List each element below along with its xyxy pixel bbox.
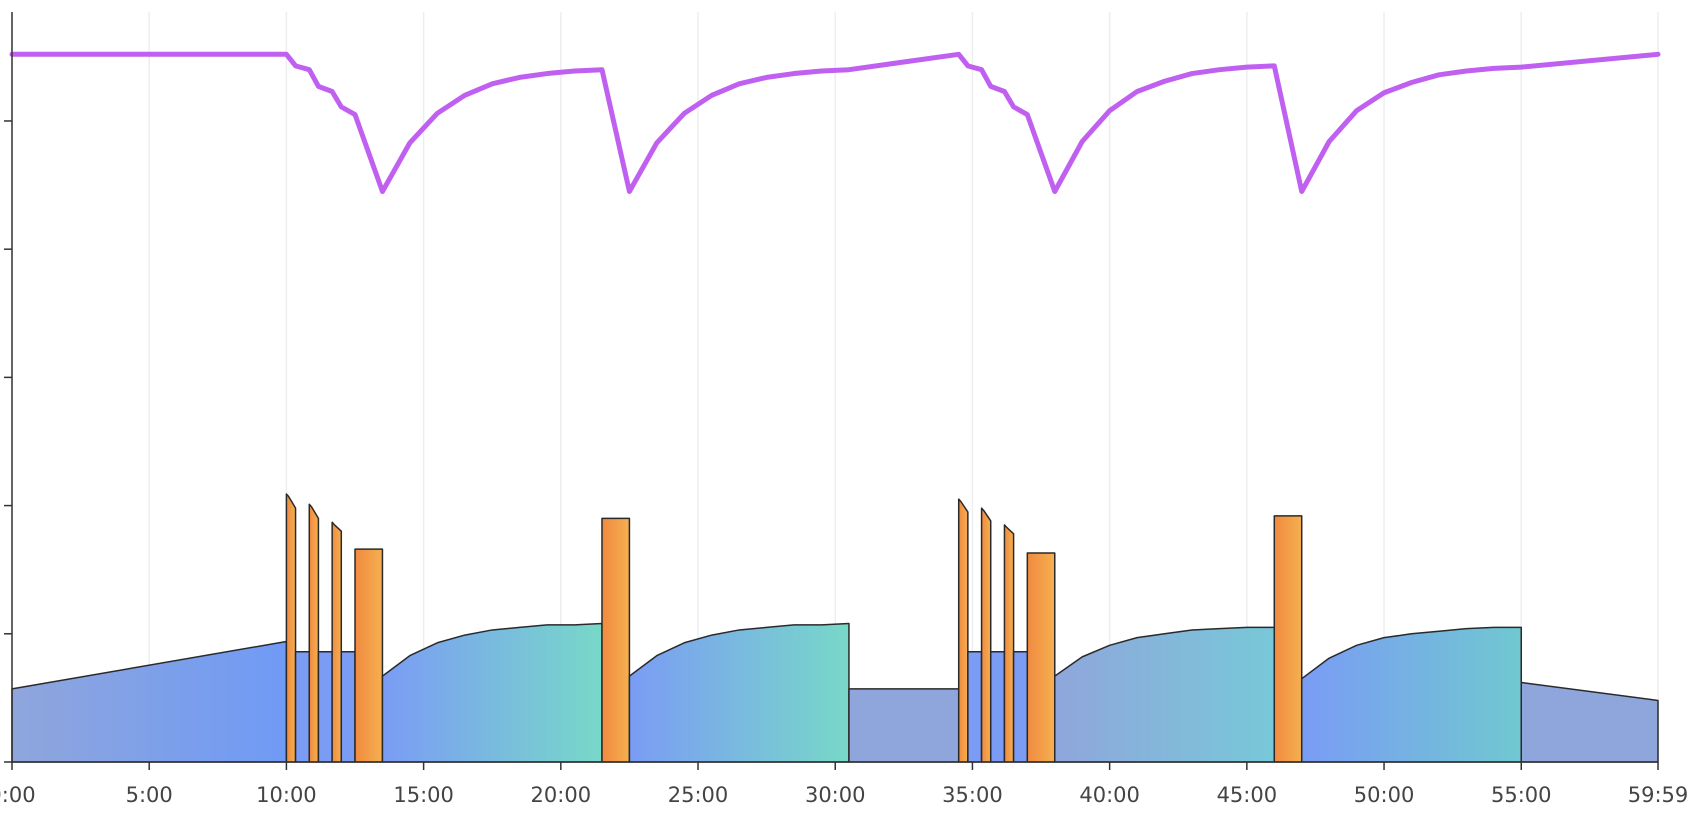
x-tick-label: 10:00	[256, 783, 317, 807]
power-segment	[340, 650, 356, 763]
x-tick-label: 55:00	[1491, 783, 1552, 807]
x-tick-label: 5:00	[126, 783, 173, 807]
power-segment	[354, 548, 384, 763]
x-tick-label: 50:00	[1354, 783, 1415, 807]
power-segment	[1026, 552, 1056, 763]
power-segment	[1273, 515, 1303, 763]
x-tick-label: 30:00	[805, 783, 866, 807]
power-segment	[1520, 681, 1659, 763]
power-segment	[848, 688, 960, 763]
power-segment	[381, 622, 603, 763]
power-segment	[1300, 626, 1523, 763]
power-segment	[294, 650, 311, 763]
x-tick-label: 40:00	[1079, 783, 1140, 807]
power-segment	[331, 521, 343, 763]
x-tick-label: 25:00	[668, 783, 729, 807]
x-tick-label: 45:00	[1217, 783, 1278, 807]
power-segment	[308, 503, 320, 763]
x-tick-label: 15:00	[393, 783, 454, 807]
power-segment	[285, 493, 297, 763]
x-tick-label: 20:00	[531, 783, 592, 807]
power-segment	[317, 650, 333, 763]
power-segment	[1003, 524, 1015, 763]
power-segment	[989, 650, 1006, 763]
power-segment	[957, 498, 969, 763]
x-tick-label: 59:59	[1628, 783, 1689, 807]
power-segment	[1054, 626, 1276, 763]
power-segment	[1012, 650, 1029, 763]
power-segment	[628, 622, 850, 763]
power-segment	[967, 650, 983, 763]
x-tick-label: 35:00	[942, 783, 1003, 807]
x-tick-label: 0:00	[0, 783, 36, 807]
power-segment	[980, 507, 992, 763]
balance-line	[9, 51, 1661, 194]
power-segment	[601, 517, 631, 763]
